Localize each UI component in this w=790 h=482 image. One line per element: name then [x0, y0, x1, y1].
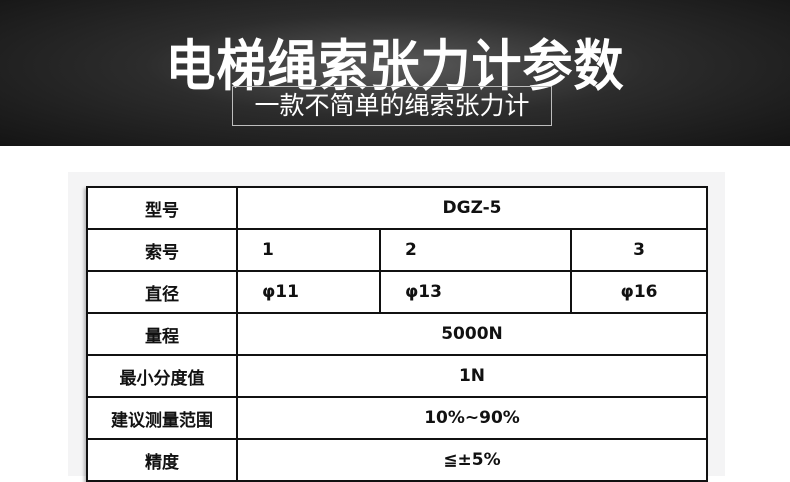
table-row: 直径 φ11 φ13 φ16 [86, 270, 708, 314]
row-label: 最小分度值 [86, 354, 238, 398]
row-label: 建议测量范围 [86, 396, 238, 440]
row-label: 型号 [86, 186, 238, 230]
min-division-value: 1N [236, 354, 708, 398]
accuracy-value: ≦±5% [236, 438, 708, 482]
row-label: 索号 [86, 228, 238, 272]
diameter-2: φ13 [379, 270, 572, 314]
cable-no-1: 1 [236, 228, 381, 272]
cable-no-3: 3 [570, 228, 708, 272]
row-label: 精度 [86, 438, 238, 482]
table-row: 索号 1 2 3 [86, 228, 708, 272]
recommended-range-value: 10%~90% [236, 396, 708, 440]
spec-table: 型号 DGZ-5 索号 1 2 3 直径 φ11 φ13 φ16 量程 5000… [86, 186, 708, 482]
range-value: 5000N [236, 312, 708, 356]
table-row: 精度 ≦±5% [86, 438, 708, 482]
model-value: DGZ-5 [236, 186, 708, 230]
diameter-3: φ16 [570, 270, 708, 314]
table-row: 建议测量范围 10%~90% [86, 396, 708, 440]
table-row: 量程 5000N [86, 312, 708, 356]
table-row: 型号 DGZ-5 [86, 186, 708, 230]
header-banner: 电梯绳索张力计参数 一款不简单的绳索张力计 [0, 0, 790, 146]
table-row: 最小分度值 1N [86, 354, 708, 398]
page-title: 电梯绳索张力计参数 [165, 34, 625, 99]
row-label: 量程 [86, 312, 238, 356]
row-label: 直径 [86, 270, 238, 314]
subtitle-box: 一款不简单的绳索张力计 [232, 86, 552, 126]
cable-no-2: 2 [379, 228, 572, 272]
diameter-1: φ11 [236, 270, 381, 314]
